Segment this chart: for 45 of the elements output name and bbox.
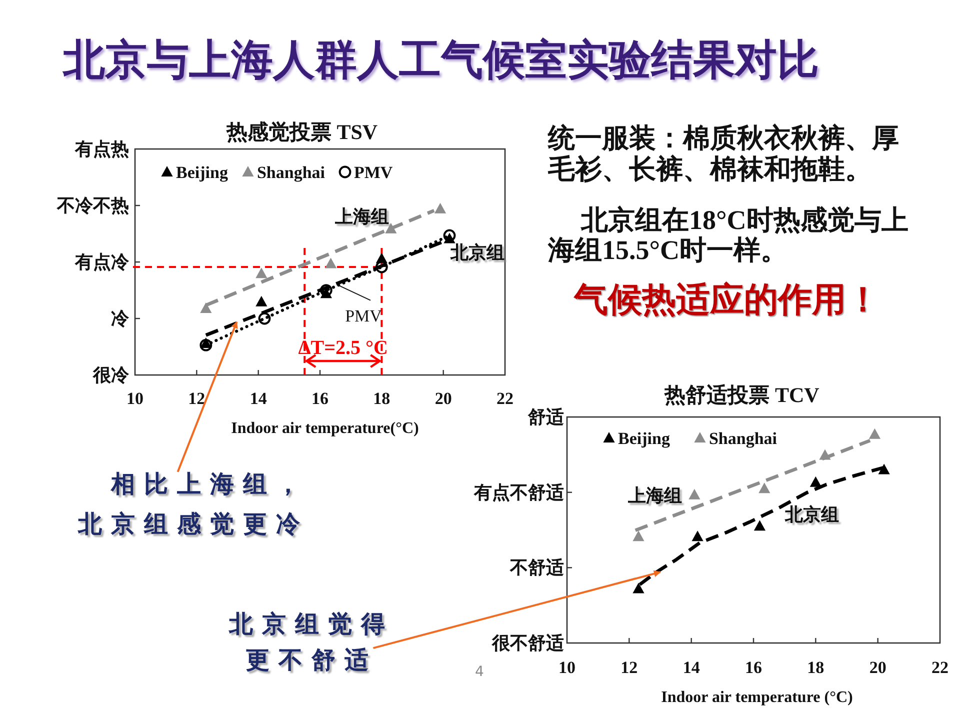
legend-label: PMV xyxy=(354,163,394,182)
x-axis-title: Indoor air temperature(°C) xyxy=(231,420,419,437)
text: 统一服装：棉质秋衣秋裤、厚毛衫、长裤、棉袜和拖鞋。 xyxy=(548,122,900,185)
legend-label: Shanghai xyxy=(256,163,326,182)
legend-label: Beijing xyxy=(176,163,228,182)
legend-label: Shanghai xyxy=(708,429,778,448)
x-tick-label: 18 xyxy=(807,658,824,677)
text: 气候热适应的作用！ xyxy=(574,280,881,320)
x-axis-title: Indoor air temperature (°C) xyxy=(661,689,853,706)
x-tick-label: 14 xyxy=(682,658,700,677)
x-tick-label: 14 xyxy=(250,389,268,408)
chart-title: 热舒适投票 TCV xyxy=(664,383,820,407)
x-tick-label: 20 xyxy=(869,658,886,677)
chart-title: 热感觉投票 TSV xyxy=(225,120,378,144)
annotation: ΔT=2.5 °C xyxy=(298,337,388,359)
x-tick-label: 22 xyxy=(496,389,514,408)
x-tick-label: 22 xyxy=(932,658,948,677)
text: 有点不舒适 xyxy=(473,482,564,502)
text: 冷 xyxy=(111,308,130,328)
x-tick-label: 10 xyxy=(126,389,144,408)
text: 舒适 xyxy=(527,407,564,427)
text: 很不舒适 xyxy=(491,633,564,653)
x-tick-label: 20 xyxy=(434,389,452,408)
x-tick-label: 18 xyxy=(373,389,390,408)
text: 4 xyxy=(475,664,485,680)
legend-label: Beijing xyxy=(618,429,670,448)
text: 有点热 xyxy=(74,139,129,159)
annotation: 北京组觉得更不舒适 xyxy=(228,611,394,674)
text: 不冷不热 xyxy=(56,196,129,216)
series-label: 上海组 xyxy=(626,485,682,506)
series-label: 北京组 xyxy=(449,242,504,264)
text: 有点冷 xyxy=(74,252,130,272)
x-tick-label: 12 xyxy=(188,389,206,408)
text: 很冷 xyxy=(92,365,130,385)
annotation: 相比上海组，北京组感觉更冷 xyxy=(76,470,309,538)
series-label: 上海组 xyxy=(334,206,389,228)
text: 北京组在18°C时热感觉与上海组15.5°C时一样。 xyxy=(548,204,910,265)
series-label: 北京组 xyxy=(784,504,840,526)
x-tick-label: 16 xyxy=(312,389,328,408)
x-tick-label: 16 xyxy=(745,658,762,677)
x-tick-label: 10 xyxy=(558,658,576,677)
text: 北京与上海人群人工气候室实验结果对比 xyxy=(63,35,819,84)
annotation: PMV xyxy=(345,306,383,326)
text: 不舒适 xyxy=(509,558,564,578)
x-tick-label: 12 xyxy=(620,658,638,677)
